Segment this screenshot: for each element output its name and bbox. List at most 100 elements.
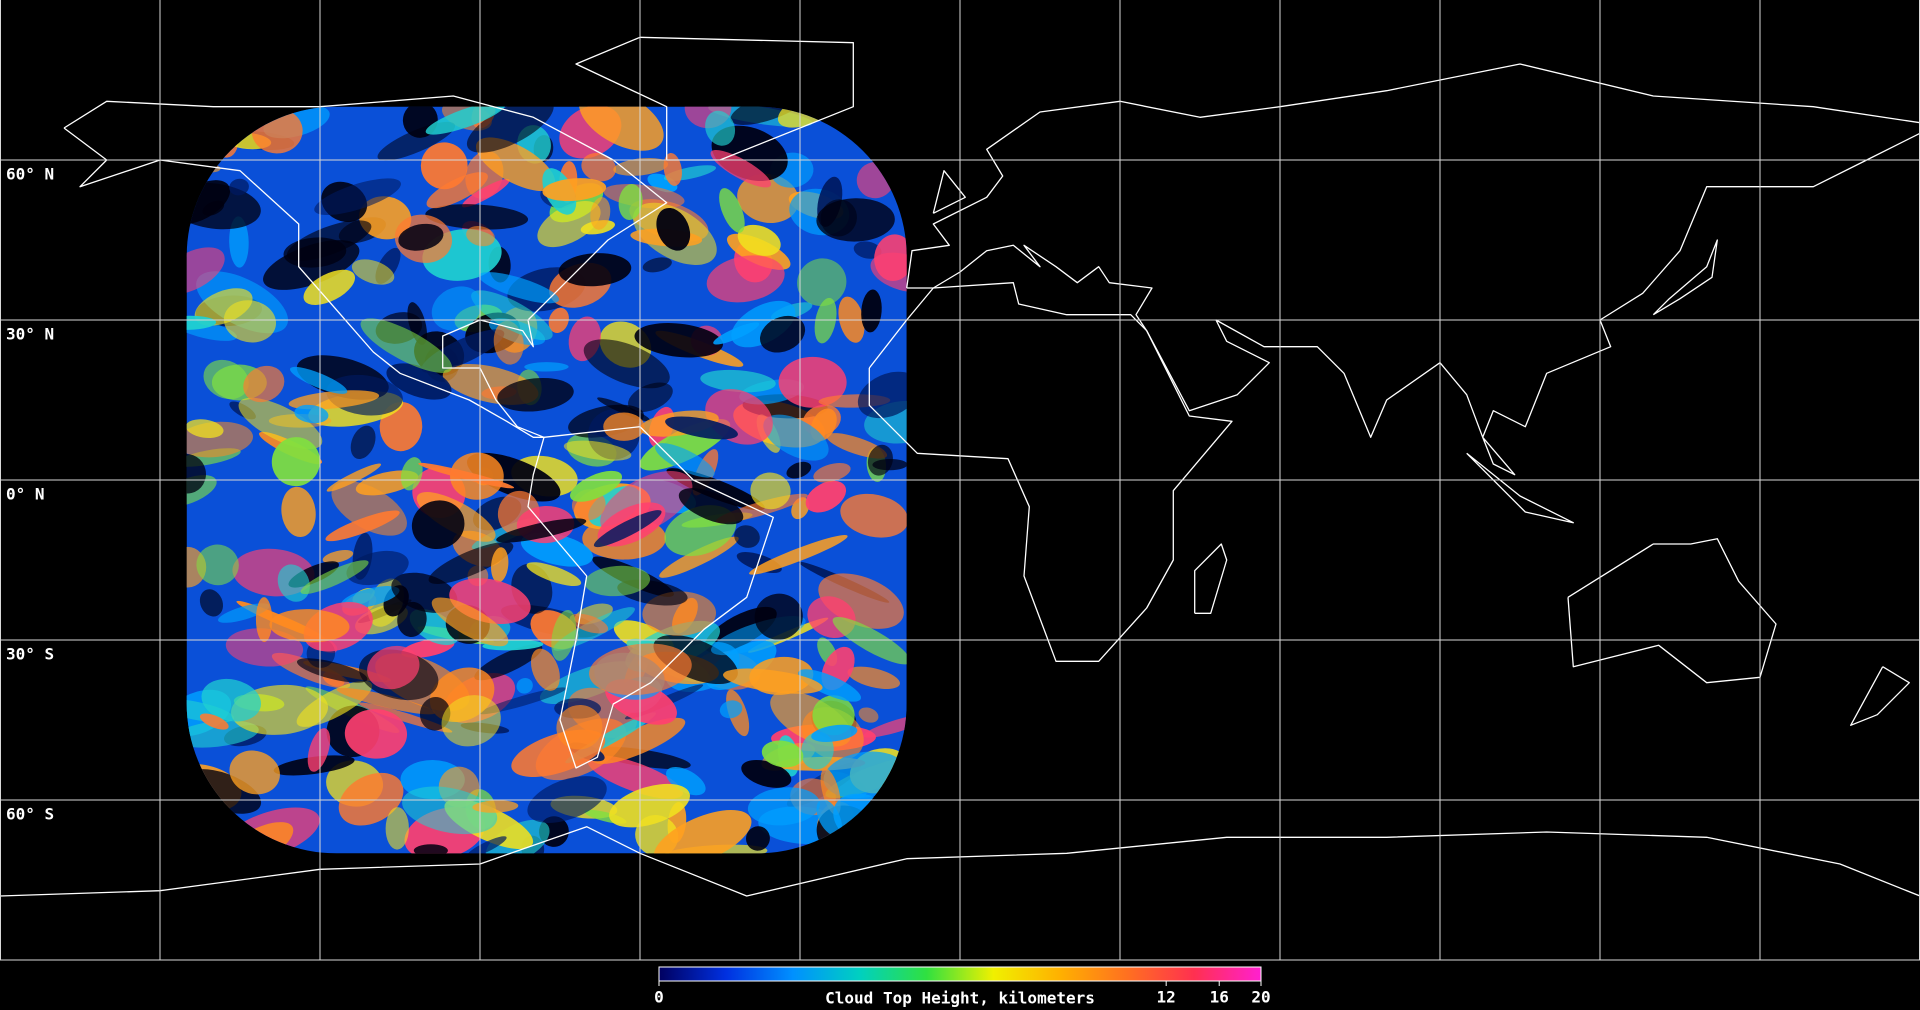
cloud-patch (425, 204, 529, 230)
cloud-patch (397, 601, 427, 638)
coastline (868, 282, 1233, 662)
cloud-patch (350, 425, 376, 460)
cloud-patch (201, 678, 261, 722)
cloud-patch (229, 216, 249, 268)
cloud-patch (666, 767, 706, 796)
cloud-patch (723, 668, 823, 694)
cloud-patch (600, 471, 693, 537)
cloud-patch (678, 488, 744, 525)
cloud-patch (472, 800, 519, 813)
coastline (575, 36, 854, 161)
cloud-patch (705, 110, 736, 146)
cloud-patch (238, 397, 323, 450)
cloud-patch (420, 142, 468, 190)
cloud-patch (326, 463, 382, 492)
colorbar-ramp (658, 966, 1262, 982)
cloud-patch (597, 397, 651, 422)
cloud-patch (861, 289, 882, 333)
coastline (1850, 666, 1910, 726)
cloud-patch (288, 390, 380, 410)
cloud-patch (524, 362, 569, 372)
cloud-patch (749, 535, 848, 575)
cloud-patch (700, 369, 776, 393)
cloud-patch (428, 541, 514, 585)
cloud-patch (186, 419, 224, 439)
colorbar-tick-label: 12 (1157, 988, 1176, 1007)
cloud-patch (186, 454, 206, 494)
cloud-patch (551, 609, 577, 661)
cloud-patch (816, 198, 895, 242)
cloud-patch (418, 462, 515, 489)
cloud-patch (296, 658, 368, 683)
cloud-patch (741, 759, 792, 788)
cloud-patch (478, 272, 560, 304)
cloud-patch (814, 297, 837, 344)
cloud-patch (737, 224, 781, 256)
cloud-patch (750, 472, 791, 510)
cloud-patch (603, 412, 645, 441)
cloud-patch (759, 315, 806, 353)
cloud-patch (186, 180, 231, 225)
cloud-patch (336, 687, 436, 715)
coastline (906, 63, 1920, 476)
cloud-patch (570, 470, 623, 502)
cloud-patch (411, 500, 465, 550)
coastlines (0, 36, 1920, 897)
cloud-patch (186, 546, 207, 588)
cloud-patch (719, 700, 743, 719)
cloud-patch (466, 836, 507, 854)
cloud-patch (653, 810, 752, 854)
cloud-patch (271, 437, 321, 487)
cloud-patch (186, 720, 259, 748)
cloud-patch (351, 259, 395, 285)
cloud-patch (584, 565, 651, 597)
cloud-patch (322, 549, 354, 564)
cloud-patch (813, 462, 851, 483)
cloud-patch (431, 597, 509, 647)
cloud-patch (840, 493, 907, 538)
cloud-patch (656, 207, 691, 251)
cloud-patch (496, 518, 587, 543)
cloud-patch (706, 255, 785, 303)
cloud-patch (338, 772, 404, 826)
cloud-patch (194, 288, 253, 326)
cloud-patch (653, 634, 738, 685)
cloud-patch (431, 286, 482, 331)
cloud-patch (593, 510, 662, 548)
cloud-patch (583, 339, 670, 389)
coastline (932, 170, 966, 214)
cloud-patch (426, 172, 488, 209)
cloud-patch (491, 547, 509, 583)
cloud-patch (413, 844, 448, 854)
cloud-patch (542, 178, 607, 202)
cloud-patch (710, 149, 772, 188)
colorbar-title: Cloud Top Height, kilometers (825, 989, 1095, 1008)
coastline (63, 95, 668, 438)
latitude-label: 30° N (6, 325, 54, 344)
cloud-patch (225, 628, 304, 667)
cloud-patch (300, 560, 369, 595)
cloud-patch (786, 461, 812, 479)
cloud-patch (398, 223, 444, 251)
cloud-patch (466, 225, 495, 247)
cloud-patch (847, 666, 900, 689)
coastline (1194, 543, 1228, 614)
cloud-patch (719, 188, 745, 233)
coastline (1652, 239, 1718, 316)
cloud-patch (196, 544, 239, 586)
latitude-label: 60° N (6, 165, 54, 184)
coastline (1466, 452, 1574, 524)
cloud-patch (307, 728, 331, 772)
cloud-patch (857, 371, 907, 419)
cloud-patch (820, 768, 841, 816)
cloud-patch (290, 366, 348, 394)
cloud-patch (314, 178, 401, 216)
cloud-patch (805, 480, 847, 513)
cloud-patch (858, 707, 879, 723)
colorbar-tick-label: 16 (1210, 988, 1229, 1007)
cloud-patch (734, 525, 760, 548)
cloud-patch (526, 562, 582, 587)
cloud-patch (497, 377, 574, 412)
